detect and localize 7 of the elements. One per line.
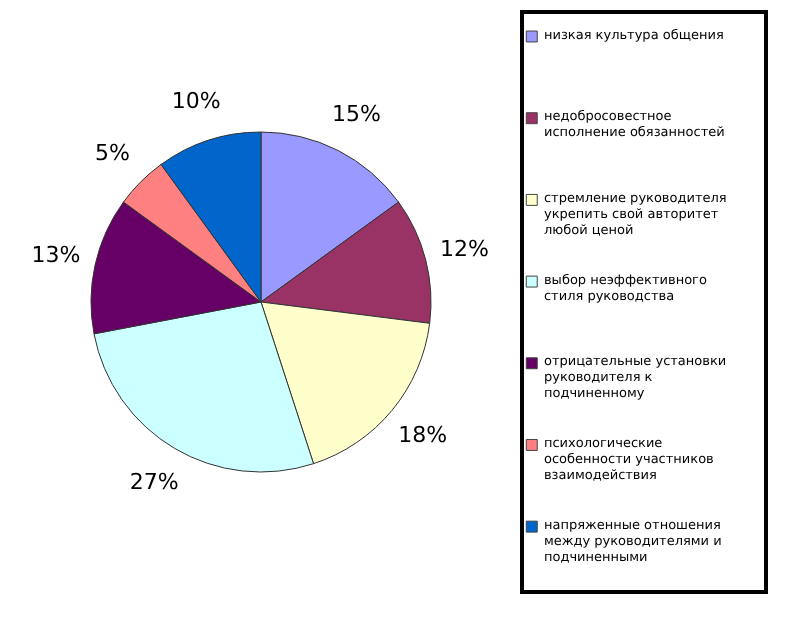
data-label: 18% [398, 421, 448, 448]
data-label: 27% [129, 468, 179, 495]
data-label: 15% [331, 100, 381, 127]
data-label: 10% [171, 88, 221, 115]
data-label: 13% [31, 242, 81, 269]
data-label: 5% [95, 139, 130, 166]
data-label: 12% [439, 235, 489, 262]
